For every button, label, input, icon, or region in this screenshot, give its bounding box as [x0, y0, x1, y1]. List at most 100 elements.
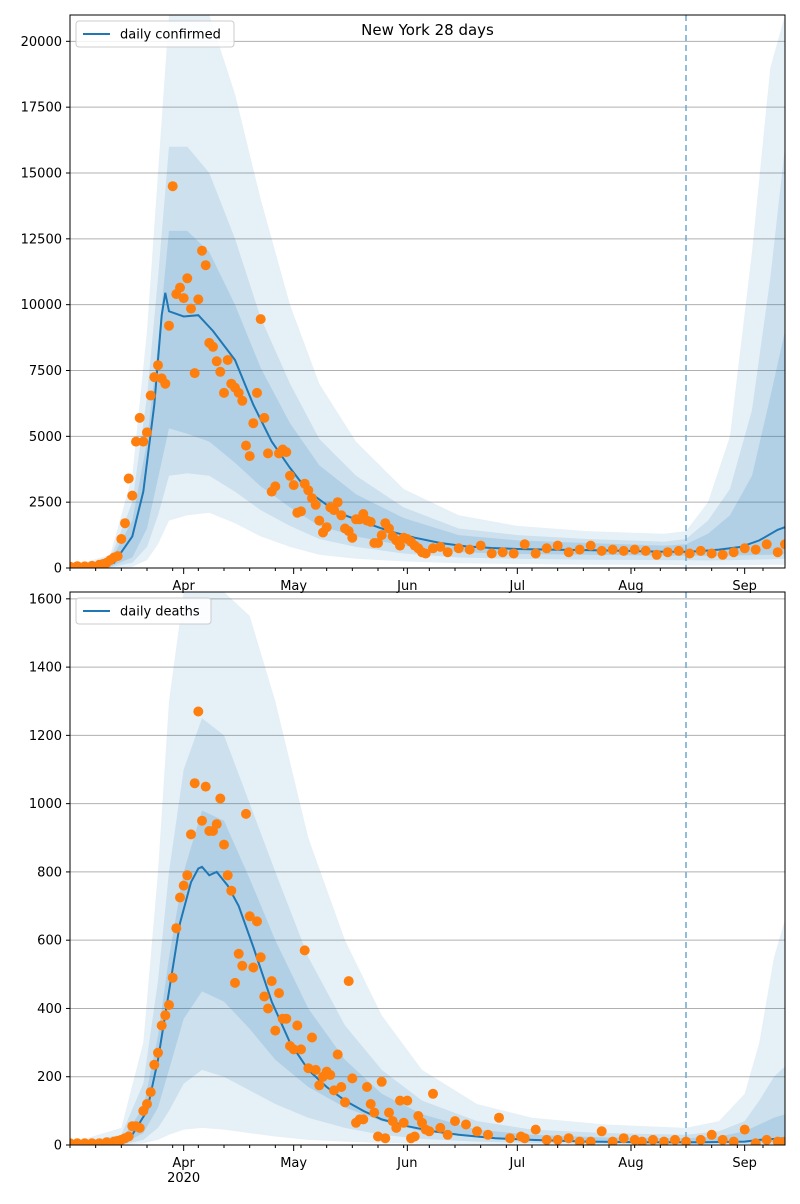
data-point	[303, 485, 314, 496]
data-point	[508, 548, 519, 559]
legend-box	[75, 597, 212, 625]
x-tick-label: Aug	[618, 579, 643, 594]
data-point	[750, 544, 761, 555]
data-point	[435, 1122, 446, 1133]
data-point	[442, 547, 453, 558]
data-point	[607, 1136, 618, 1145]
data-point	[296, 506, 306, 517]
y-tick-label: 12500	[21, 232, 62, 247]
data-point	[505, 1133, 515, 1144]
data-point	[215, 793, 226, 804]
data-point	[127, 490, 138, 501]
y-tick-label: 2500	[29, 496, 62, 511]
data-point	[563, 1133, 574, 1144]
data-point	[178, 293, 189, 304]
data-point	[391, 1122, 402, 1133]
data-point	[347, 1073, 358, 1084]
y-tick-label: 800	[37, 865, 62, 880]
data-point	[259, 991, 270, 1002]
data-point	[369, 1107, 380, 1118]
y-tick-label: 0	[54, 562, 62, 577]
data-point	[673, 545, 684, 556]
x-tick-label: Sep	[732, 579, 757, 594]
data-point	[585, 540, 596, 551]
data-point	[197, 815, 207, 826]
x-tick-label: Apr	[172, 579, 195, 594]
data-point	[134, 412, 145, 423]
data-point	[310, 1064, 321, 1075]
data-point	[761, 1134, 772, 1145]
data-point	[541, 543, 552, 554]
data-point	[343, 976, 354, 987]
data-point	[376, 1076, 387, 1087]
data-point	[252, 916, 262, 927]
data-point	[160, 1010, 171, 1021]
x-tick-label: Aug	[618, 1156, 643, 1171]
data-point	[365, 1099, 376, 1109]
data-point	[116, 534, 127, 544]
confidence-band-inner	[70, 810, 785, 1145]
data-point	[717, 1134, 728, 1145]
data-point	[637, 1136, 647, 1145]
data-point	[384, 523, 394, 534]
data-point	[618, 545, 629, 556]
y-tick-label: 15000	[21, 167, 62, 182]
data-point	[373, 538, 383, 548]
data-point	[237, 960, 248, 971]
data-point	[153, 1047, 163, 1058]
data-point	[178, 880, 189, 891]
y-tick-label: 0	[54, 1139, 62, 1154]
x-tick-label: Sep	[732, 1156, 757, 1171]
data-point	[435, 541, 446, 552]
data-point	[131, 436, 141, 447]
data-point	[453, 543, 464, 554]
data-point	[530, 548, 541, 559]
data-point	[222, 355, 233, 365]
data-point	[398, 1117, 409, 1128]
data-point	[296, 1044, 306, 1055]
data-point	[376, 530, 387, 541]
data-point	[648, 1134, 658, 1145]
data-point	[310, 499, 321, 510]
y-tick-label: 1600	[29, 592, 62, 607]
data-point	[175, 892, 185, 903]
legend-box	[75, 20, 235, 48]
x-tick-label: Jun	[396, 1156, 417, 1171]
data-point	[149, 1059, 160, 1070]
data-point	[186, 303, 196, 314]
legend: daily confirmed	[75, 20, 235, 48]
data-point	[494, 1112, 504, 1123]
data-point	[519, 1133, 530, 1144]
data-point	[160, 378, 171, 389]
confidence-band-outer	[70, 592, 785, 1145]
data-point	[574, 1136, 585, 1145]
data-point	[574, 544, 585, 555]
data-point	[402, 1095, 413, 1106]
data-point	[182, 273, 193, 284]
data-point	[189, 778, 200, 789]
data-point	[248, 962, 259, 973]
data-point	[222, 870, 233, 881]
data-point	[241, 440, 251, 451]
data-point	[244, 911, 255, 922]
legend: daily deaths	[75, 597, 212, 625]
data-point	[380, 1133, 391, 1144]
chart-title: New York 28 days	[361, 21, 494, 39]
y-tick-label: 1400	[29, 661, 62, 676]
data-point	[329, 505, 339, 516]
data-point	[409, 1131, 420, 1142]
data-point	[596, 1126, 607, 1137]
data-point	[530, 1124, 541, 1135]
data-point	[200, 781, 211, 792]
data-point	[706, 548, 717, 559]
data-point	[519, 539, 530, 550]
data-point	[263, 448, 273, 459]
data-point	[248, 418, 259, 429]
data-point	[219, 839, 229, 850]
data-point	[208, 341, 218, 352]
data-point	[226, 885, 237, 896]
data-point	[288, 480, 299, 491]
data-point	[112, 551, 123, 562]
x-tick-sublabel: 2020	[167, 1171, 200, 1186]
data-point	[314, 1080, 325, 1091]
